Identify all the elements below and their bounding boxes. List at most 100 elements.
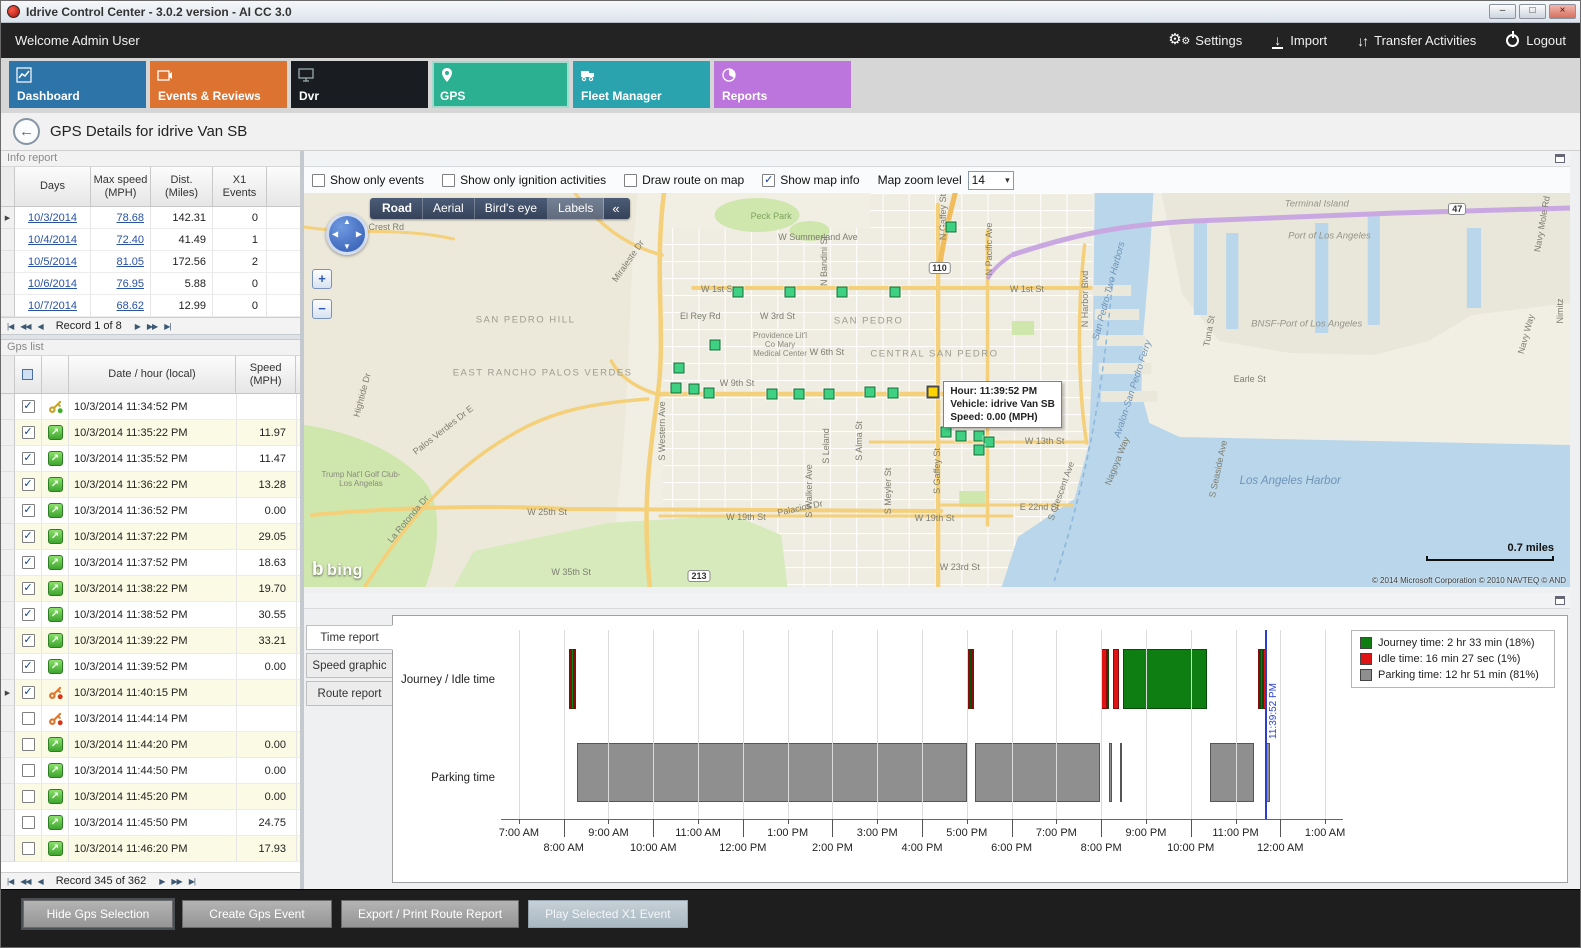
collapse-toolbar-icon[interactable]: « <box>612 201 620 216</box>
max-speed-link[interactable]: 68.62 <box>91 295 151 317</box>
row-checkbox[interactable] <box>21 764 35 777</box>
day-link[interactable]: 10/7/2014 <box>15 295 91 317</box>
checkbox-show-only-ignition-activities[interactable]: Show only ignition activities <box>442 173 606 187</box>
select-all-header[interactable] <box>15 356 42 393</box>
gps-marker[interactable] <box>955 430 967 442</box>
row-checkbox[interactable] <box>21 816 35 829</box>
info-report-row[interactable]: 10/5/2014 81.05 172.56 2 <box>1 251 300 273</box>
row-checkbox[interactable]: ✓ <box>21 582 35 595</box>
row-checkbox[interactable]: ✓ <box>21 530 35 543</box>
info-report-row[interactable]: 10/6/2014 76.95 5.88 0 <box>1 273 300 295</box>
day-link[interactable]: 10/3/2014 <box>15 207 91 229</box>
row-checkbox[interactable] <box>21 790 35 803</box>
tab-gps[interactable]: GPS <box>432 61 569 108</box>
gps-marker[interactable] <box>784 286 796 298</box>
row-checkbox[interactable]: ✓ <box>21 634 35 647</box>
gps-marker[interactable] <box>766 388 778 400</box>
column-header-datetime[interactable]: Date / hour (local) <box>69 356 237 393</box>
gps-list-row[interactable]: ✓ ↗ 10/3/2014 11:36:52 PM 0.00 <box>1 498 300 524</box>
pager-fast-prev-button[interactable]: ◀◀ <box>20 876 31 886</box>
column-header-x1-events[interactable]: X1 Events <box>213 167 267 206</box>
max-speed-link[interactable]: 76.95 <box>91 273 151 295</box>
gps-marker[interactable] <box>709 339 721 351</box>
pan-down-icon[interactable]: ▼ <box>343 242 351 251</box>
info-report-row[interactable]: 10/7/2014 68.62 12.99 0 <box>1 295 300 317</box>
column-header-days[interactable]: Days <box>15 167 91 206</box>
row-checkbox[interactable]: ✓ <box>21 556 35 569</box>
zoom-in-button[interactable]: + <box>312 269 332 289</box>
gps-list-row[interactable]: ↗ 10/3/2014 11:45:20 PM 0.00 <box>1 784 300 810</box>
gps-marker[interactable] <box>670 382 682 394</box>
row-checkbox[interactable]: ✓ <box>21 478 35 491</box>
gps-list-row[interactable]: ✓ 10/3/2014 11:34:52 PM <box>1 394 300 420</box>
pager-first-button[interactable]: |◀ <box>7 876 14 886</box>
day-link[interactable]: 10/5/2014 <box>15 251 91 273</box>
gps-list-row[interactable]: ✓ ↗ 10/3/2014 11:38:52 PM 30.55 <box>1 602 300 628</box>
minimize-button[interactable]: – <box>1489 4 1516 19</box>
close-button[interactable]: × <box>1549 4 1576 19</box>
tab-fleet-manager[interactable]: Fleet Manager <box>573 61 710 108</box>
pager-last-button[interactable]: ▶| <box>164 321 171 331</box>
hide-gps-selection-button[interactable]: Hide Gps Selection <box>23 900 173 928</box>
gps-list-row[interactable]: ↗ 10/3/2014 11:46:20 PM 17.93 <box>1 836 300 862</box>
gps-list-row[interactable]: ↗ 10/3/2014 11:45:50 PM 24.75 <box>1 810 300 836</box>
gps-marker[interactable] <box>889 286 901 298</box>
gps-list-row[interactable]: ✓ ↗ 10/3/2014 11:37:22 PM 29.05 <box>1 524 300 550</box>
maximize-panel-button[interactable] <box>1555 596 1565 605</box>
zoom-out-button[interactable]: − <box>312 299 332 319</box>
map-compass-control[interactable]: ▲ ▼ ◀ ▶ <box>326 213 368 255</box>
pan-up-icon[interactable]: ▲ <box>343 217 351 226</box>
settings-menu-item[interactable]: ⚙ ⚙ Settings <box>1168 31 1242 49</box>
tab-reports[interactable]: Reports <box>714 61 851 108</box>
gps-marker[interactable] <box>864 386 876 398</box>
gps-marker[interactable] <box>823 388 835 400</box>
pan-left-icon[interactable]: ◀ <box>332 229 339 239</box>
info-report-row[interactable]: ▶ 10/3/2014 78.68 142.31 0 <box>1 207 300 229</box>
pager-fast-next-button[interactable]: ▶▶ <box>171 876 182 886</box>
gps-marker[interactable] <box>983 436 995 448</box>
checkbox-show-only-events[interactable]: Show only events <box>312 173 424 187</box>
gps-marker[interactable] <box>732 286 744 298</box>
gps-marker[interactable] <box>973 444 985 456</box>
play-selected-x1-event-button[interactable]: Play Selected X1 Event <box>528 900 688 928</box>
info-report-row[interactable]: 10/4/2014 72.40 41.49 1 <box>1 229 300 251</box>
tab-dvr[interactable]: Dvr <box>291 61 428 108</box>
checkbox[interactable] <box>442 173 456 187</box>
row-checkbox[interactable]: ✓ <box>21 504 35 517</box>
map-zoom-select[interactable]: 14 ▾ <box>967 170 1014 190</box>
gps-marker[interactable] <box>973 430 985 442</box>
column-header-dist[interactable]: Dist. (Miles) <box>151 167 213 206</box>
gps-marker[interactable] <box>688 383 700 395</box>
gps-list-row[interactable]: ↗ 10/3/2014 11:44:20 PM 0.00 <box>1 732 300 758</box>
gps-list-row[interactable]: ✓ ↗ 10/3/2014 11:35:52 PM 11.47 <box>1 446 300 472</box>
import-menu-item[interactable]: ↓ Import <box>1272 33 1327 49</box>
gps-marker[interactable] <box>836 286 848 298</box>
export-print-route-report-button[interactable]: Export / Print Route Report <box>341 900 520 928</box>
row-checkbox[interactable] <box>21 738 35 751</box>
gps-marker[interactable] <box>887 387 899 399</box>
pager-first-button[interactable]: |◀ <box>7 321 14 331</box>
pager-next-button[interactable]: ▶ <box>134 321 141 331</box>
gps-list-row[interactable]: ✓ ↗ 10/3/2014 11:36:22 PM 13.28 <box>1 472 300 498</box>
pager-fast-next-button[interactable]: ▶▶ <box>146 321 158 331</box>
column-header-speed[interactable]: Speed (MPH) <box>236 356 297 393</box>
max-speed-link[interactable]: 72.40 <box>91 229 151 251</box>
column-header-max-speed[interactable]: Max speed (MPH) <box>91 167 151 206</box>
row-checkbox[interactable]: ✓ <box>21 660 35 673</box>
map-view-birds-eye[interactable]: Bird's eye <box>475 198 548 219</box>
gps-list-row[interactable]: ▶ ✓ 10/3/2014 11:40:15 PM <box>1 680 300 706</box>
map-view-road[interactable]: Road <box>372 198 423 219</box>
selected-gps-marker[interactable] <box>926 385 940 399</box>
day-link[interactable]: 10/4/2014 <box>15 229 91 251</box>
row-checkbox[interactable]: ✓ <box>21 686 35 699</box>
pager-prev-button[interactable]: ◀ <box>37 321 44 331</box>
pager-next-button[interactable]: ▶ <box>159 876 165 886</box>
gps-marker[interactable] <box>703 387 715 399</box>
day-link[interactable]: 10/6/2014 <box>15 273 91 295</box>
panel-splitter[interactable] <box>1 334 300 340</box>
pager-fast-prev-button[interactable]: ◀◀ <box>20 321 31 331</box>
maximize-button[interactable]: □ <box>1519 4 1546 19</box>
checkbox-show-map-info[interactable]: ✓ Show map info <box>762 173 860 187</box>
map-view-labels[interactable]: Labels <box>548 198 605 219</box>
maximize-panel-button[interactable] <box>1555 154 1565 163</box>
